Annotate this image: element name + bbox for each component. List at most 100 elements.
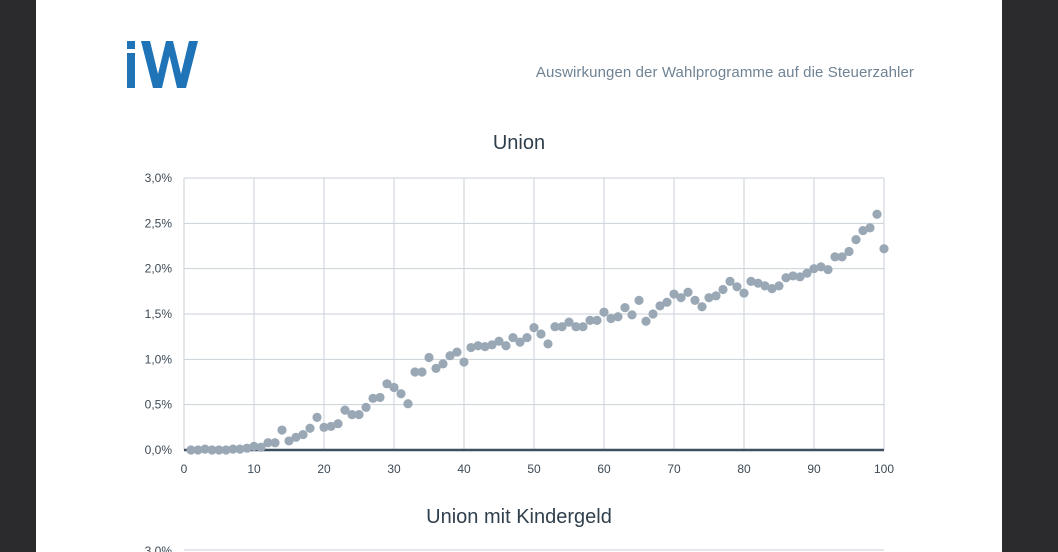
data-point xyxy=(781,273,791,283)
data-point xyxy=(683,287,693,297)
y-tick-label: 1,5% xyxy=(145,307,173,321)
header-title: Auswirkungen der Wahlprogramme auf die S… xyxy=(535,64,914,81)
data-point xyxy=(830,252,840,262)
y-tick-label: 3,0% xyxy=(145,171,173,185)
data-point xyxy=(865,223,875,233)
data-point xyxy=(844,246,854,257)
second-chart-y-tick-label: 3,0% xyxy=(145,544,173,552)
data-point xyxy=(277,425,287,435)
data-point xyxy=(375,392,385,403)
y-tick-label: 0,5% xyxy=(145,398,173,412)
data-point xyxy=(347,410,357,420)
data-point xyxy=(403,399,413,409)
data-point xyxy=(543,339,553,349)
data-point xyxy=(620,303,630,313)
data-point xyxy=(431,363,441,373)
data-point xyxy=(228,444,238,454)
data-point xyxy=(669,289,679,299)
x-tick-label: 40 xyxy=(457,462,471,476)
data-point xyxy=(466,342,476,353)
x-tick-label: 30 xyxy=(387,462,401,476)
data-point xyxy=(270,438,280,448)
data-point xyxy=(739,288,749,298)
y-tick-label: 2,5% xyxy=(145,216,173,230)
document-page: Auswirkungen der Wahlprogramme auf die S… xyxy=(36,0,1002,552)
data-point xyxy=(627,310,637,320)
data-point xyxy=(746,276,756,286)
data-point xyxy=(235,444,245,454)
data-point xyxy=(802,268,812,278)
data-point xyxy=(760,281,770,291)
data-point xyxy=(606,313,616,324)
data-point xyxy=(578,322,588,332)
y-tick-label: 0,0% xyxy=(145,443,173,457)
x-tick-label: 0 xyxy=(181,462,188,476)
data-point xyxy=(501,341,511,351)
data-point xyxy=(613,312,623,322)
chart-area: 0,0% 0,5% 1,0% 1,5% 2,0% 2,5% 3,0% 0 10 20 30 40 50 6… xyxy=(145,171,895,552)
data-point xyxy=(816,262,826,272)
data-point xyxy=(508,332,518,343)
data-point xyxy=(389,382,399,393)
data-point xyxy=(711,291,721,301)
data-point xyxy=(823,264,833,275)
data-point xyxy=(676,293,686,303)
data-point xyxy=(291,432,301,442)
data-point xyxy=(207,445,217,455)
data-point xyxy=(319,422,329,432)
data-point xyxy=(368,393,378,403)
data-point xyxy=(585,315,595,325)
data-point xyxy=(767,284,777,294)
data-point xyxy=(634,295,644,305)
data-point xyxy=(529,323,539,333)
data-point xyxy=(536,329,546,339)
x-tick-label: 10 xyxy=(247,462,261,476)
data-point xyxy=(858,225,868,236)
data-point xyxy=(795,272,805,282)
x-tick-label: 50 xyxy=(527,462,541,476)
data-point xyxy=(690,295,700,305)
data-point xyxy=(837,252,847,262)
data-point xyxy=(298,429,308,440)
y-tick-label: 1,0% xyxy=(145,352,173,366)
data-point xyxy=(655,301,665,311)
data-point xyxy=(872,209,882,219)
data-point xyxy=(382,379,392,389)
data-point xyxy=(284,436,294,446)
data-point xyxy=(249,441,259,451)
iw-logo xyxy=(127,41,198,88)
data-point xyxy=(704,293,714,303)
y-tick-label: 2,0% xyxy=(145,262,173,276)
data-point xyxy=(494,336,504,346)
data-point xyxy=(641,316,651,326)
data-point xyxy=(305,423,315,433)
x-tick-label: 100 xyxy=(874,462,894,476)
chart-title: Union xyxy=(492,132,546,154)
data-point xyxy=(459,357,469,367)
data-point xyxy=(186,445,196,455)
data-point xyxy=(480,342,490,352)
data-point xyxy=(424,352,434,363)
data-point xyxy=(193,445,203,455)
data-point xyxy=(697,302,707,312)
data-point xyxy=(445,351,455,361)
data-point xyxy=(774,281,784,291)
x-tick-label: 90 xyxy=(807,462,821,476)
data-point xyxy=(312,412,322,422)
data-point xyxy=(592,315,602,325)
data-point xyxy=(522,332,532,343)
data-point xyxy=(256,442,266,452)
data-point xyxy=(340,405,350,415)
data-point xyxy=(221,445,231,455)
data-point xyxy=(564,317,574,327)
data-point xyxy=(515,337,525,347)
x-tick-label: 80 xyxy=(737,462,751,476)
data-point xyxy=(326,421,336,432)
data-point xyxy=(473,341,483,351)
data-point xyxy=(557,322,567,332)
data-point xyxy=(263,438,273,448)
data-point xyxy=(361,402,371,412)
data-point xyxy=(417,367,427,377)
data-point xyxy=(487,340,497,350)
data-point xyxy=(718,284,728,295)
